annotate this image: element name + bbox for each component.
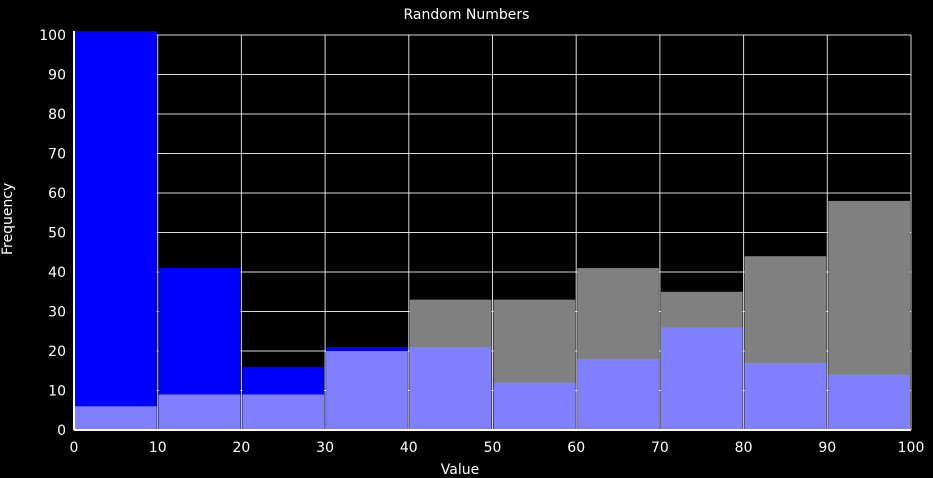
x-tick-label: 10 [149,440,167,456]
bar [158,394,241,430]
bar [326,351,408,430]
bar [828,374,910,430]
bars [75,31,910,430]
y-axis-label: Frequency [0,182,16,255]
y-tick-label: 40 [48,265,66,281]
x-tick-label: 0 [70,440,79,456]
bar [577,358,659,430]
x-tick-label: 30 [316,440,334,456]
x-tick-label: 100 [898,440,925,456]
tick-labels: 0 10 20 30 40 50 60 70 80 90 100 0 10 20 30 40 50 60 70 80 9… [39,28,924,456]
y-tick-label: 70 [48,147,66,163]
chart-title: Random Numbers [403,7,530,23]
y-tick-label: 30 [48,305,66,321]
x-tick-label: 40 [400,440,418,456]
y-tick-label: 90 [48,68,66,84]
y-tick-label: 80 [48,107,66,123]
bar [493,382,576,430]
x-tick-label: 20 [232,440,250,456]
x-tick-label: 90 [818,440,836,456]
y-tick-label: 20 [48,344,66,360]
x-tick-label: 80 [735,440,753,456]
bar [660,327,743,430]
bar [242,394,325,430]
x-tick-label: 70 [651,440,669,456]
x-axis-label: Value [440,462,480,478]
bar [75,406,157,430]
x-tick-label: 50 [484,440,502,456]
bar [75,31,157,430]
y-tick-label: 100 [39,28,66,44]
bar [744,362,827,430]
y-tick-label: 10 [48,384,66,400]
x-tick-label: 60 [567,440,585,456]
y-tick-label: 50 [48,226,66,242]
y-tick-label: 60 [48,186,66,202]
bar [409,347,492,430]
axes [73,31,911,431]
y-tick-label: 0 [57,423,66,439]
